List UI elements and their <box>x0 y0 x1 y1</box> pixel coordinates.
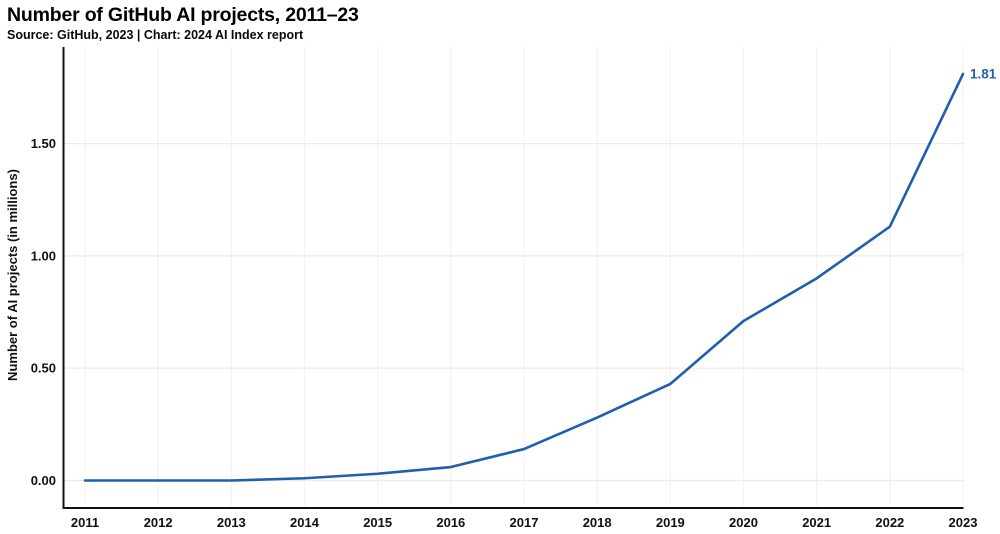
x-tick-label: 2021 <box>802 515 831 530</box>
chart-source-caption: Source: GitHub, 2023 | Chart: 2024 AI In… <box>7 28 304 42</box>
end-value-label: 1.81 <box>970 66 997 81</box>
x-tick-label: 2012 <box>144 515 173 530</box>
y-tick-label: 1.00 <box>31 248 56 263</box>
y-tick-label: 0.50 <box>31 361 56 376</box>
x-tick-label: 2018 <box>583 515 612 530</box>
data-line-series <box>83 72 965 482</box>
chart-title: Number of GitHub AI projects, 2011–23 <box>7 4 359 26</box>
x-tick-label: 2020 <box>729 515 758 530</box>
x-tick-label: 2016 <box>436 515 465 530</box>
x-tick-label: 2014 <box>290 515 320 530</box>
y-axis-title: Number of AI projects (in millions) <box>5 169 20 381</box>
y-tick-label: 1.50 <box>31 136 56 151</box>
x-tick-label: 2017 <box>510 515 539 530</box>
x-tick-label: 2015 <box>363 515 392 530</box>
y-tick-label: 0.00 <box>31 473 56 488</box>
x-tick-label: 2022 <box>875 515 904 530</box>
x-tick-label: 2023 <box>949 515 978 530</box>
x-tick-label: 2011 <box>71 515 99 530</box>
x-tick-label: 2013 <box>217 515 246 530</box>
x-tick-label: 2019 <box>656 515 685 530</box>
